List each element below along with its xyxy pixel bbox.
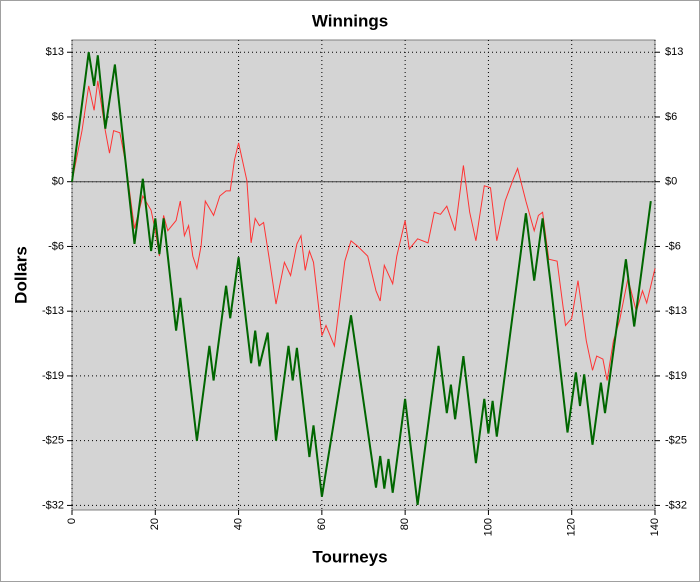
y-tick-label-right: -$13 bbox=[665, 305, 687, 317]
x-axis-title: Tourneys bbox=[312, 547, 387, 566]
y-tick-label: $13 bbox=[46, 46, 64, 58]
y-axis-title: Dollars bbox=[11, 246, 30, 304]
x-tick-label: 100 bbox=[482, 518, 494, 536]
x-tick-label: 40 bbox=[232, 518, 244, 530]
y-tick-label: -$13 bbox=[42, 305, 64, 317]
y-tick-label-right: -$25 bbox=[665, 435, 687, 447]
y-tick-label: -$6 bbox=[48, 240, 64, 252]
x-tick-label: 80 bbox=[399, 518, 411, 530]
y-tick-label: -$25 bbox=[42, 435, 64, 447]
y-tick-label: -$19 bbox=[42, 370, 64, 382]
x-tick-label: 20 bbox=[149, 518, 161, 530]
y-tick-label-right: $0 bbox=[665, 176, 677, 188]
y-tick-label-right: -$6 bbox=[665, 240, 681, 252]
y-tick-label-right: -$32 bbox=[665, 499, 687, 511]
y-tick-label: $6 bbox=[52, 111, 64, 123]
chart-title: Winnings bbox=[312, 11, 388, 30]
y-tick-label-right: -$19 bbox=[665, 370, 687, 382]
x-tick-label: 0 bbox=[66, 518, 78, 524]
y-tick-label: $0 bbox=[52, 176, 64, 188]
series-line bbox=[71, 52, 652, 506]
x-tick-label: 60 bbox=[316, 518, 328, 530]
x-tick-label: 120 bbox=[566, 518, 578, 536]
y-tick-label-right: $13 bbox=[665, 46, 683, 58]
x-tick-label: 140 bbox=[649, 518, 661, 536]
series-line bbox=[71, 80, 656, 381]
y-tick-label: -$32 bbox=[42, 499, 64, 511]
plot-area bbox=[71, 39, 656, 511]
y-tick-label-right: $6 bbox=[665, 111, 677, 123]
